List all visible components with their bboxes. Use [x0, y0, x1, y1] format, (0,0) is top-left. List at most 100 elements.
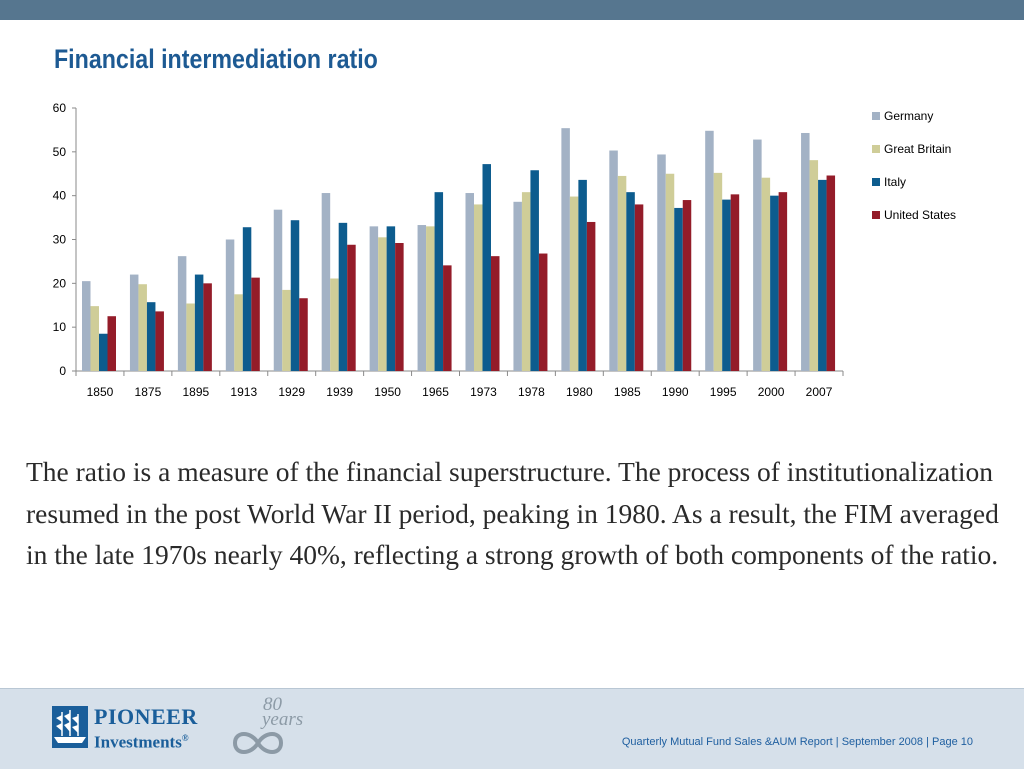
bar-united-states [443, 265, 452, 371]
y-tick-label: 30 [53, 233, 67, 247]
bar-italy [482, 164, 491, 371]
bar-germany [417, 225, 427, 371]
x-tick-label: 1950 [374, 385, 401, 399]
bar-italy [530, 170, 539, 371]
bar-germany [753, 139, 762, 371]
bar-great-britain [665, 173, 675, 371]
x-tick-label: 1875 [135, 385, 162, 399]
bar-great-britain [809, 160, 819, 371]
x-tick-label: 1895 [182, 385, 209, 399]
bar-chart: 0 10 20 30 40 50 60 1850 1875 1895 1913 1929 1939 195… [53, 101, 956, 399]
x-tick-label: 1995 [710, 385, 737, 399]
x-tick-label: 1965 [422, 385, 449, 399]
x-tick-label: 1985 [614, 385, 641, 399]
x-tick-label: 1850 [87, 385, 114, 399]
bar-germany [561, 128, 570, 371]
bar-united-states [682, 200, 692, 371]
bar-united-states [778, 192, 788, 371]
bar-germany [513, 201, 522, 371]
bar-italy [626, 192, 635, 371]
bar-italy [194, 274, 204, 371]
bar-italy [434, 192, 444, 371]
bar-great-britain [138, 284, 147, 371]
x-tick-label: 1939 [326, 385, 353, 399]
bar-germany [369, 226, 379, 371]
bar-great-britain [186, 303, 195, 371]
bar-great-britain [378, 237, 387, 371]
x-tick-label: 1913 [230, 385, 257, 399]
bar-united-states [634, 204, 644, 371]
legend-label: United States [884, 208, 956, 222]
legend-swatch [872, 145, 880, 153]
bar-united-states [826, 175, 836, 371]
bar-italy [578, 179, 587, 371]
logo-subtitle: Investments® [94, 729, 189, 752]
logo-registered-mark: ® [181, 733, 189, 743]
x-tick-label: 1978 [518, 385, 545, 399]
x-tick-label: 2007 [806, 385, 833, 399]
legend-label: Germany [884, 109, 933, 123]
bar-great-britain [234, 294, 243, 371]
bar-italy [99, 333, 108, 371]
bar-italy [146, 302, 156, 371]
bar-italy [818, 179, 827, 371]
y-tick-label: 10 [53, 320, 67, 334]
bar-united-states [538, 253, 548, 371]
logo-sub-text: Investments [94, 732, 182, 752]
bar-great-britain [617, 175, 627, 371]
footer: PIONEER Investments® 80 years Quarterly … [0, 688, 1024, 769]
bar-united-states [155, 311, 164, 371]
y-tick-label: 50 [53, 145, 67, 159]
bar-germany [321, 193, 331, 371]
x-tick-label: 1980 [566, 385, 593, 399]
anniversary-word: years [262, 709, 304, 730]
footer-note: Quarterly Mutual Fund Sales &AUM Report … [621, 736, 973, 748]
bar-italy [242, 227, 252, 371]
body-text: The ratio is a measure of the financial … [26, 456, 999, 570]
bar-united-states [730, 194, 740, 371]
bar-united-states [491, 256, 500, 371]
infinity-loop-icon [232, 732, 284, 754]
bar-italy [290, 220, 300, 371]
bar-germany [465, 193, 474, 371]
y-tick-label: 0 [59, 364, 66, 378]
bar-great-britain [282, 289, 291, 371]
bar-great-britain [713, 172, 723, 371]
legend-swatch [872, 178, 880, 186]
bar-great-britain [474, 204, 483, 371]
legend-swatch [872, 112, 880, 120]
bar-united-states [347, 244, 356, 371]
bar-united-states [251, 277, 260, 371]
y-tick-label: 40 [53, 189, 67, 203]
y-tick-label: 20 [53, 276, 67, 290]
bar-italy [338, 222, 348, 371]
bar-italy [386, 226, 396, 371]
bar-italy [770, 195, 779, 371]
legend-label: Great Britain [884, 142, 951, 156]
x-tick-label: 1973 [470, 385, 497, 399]
anniversary-number: 80 [263, 694, 282, 715]
bar-germany [657, 154, 666, 371]
bar-germany [82, 281, 91, 371]
logo-name: PIONEER [94, 704, 198, 729]
legend-swatch [872, 211, 880, 219]
bar-italy [674, 207, 683, 371]
bar-united-states [107, 316, 116, 371]
slide-title: Financial intermediation ratio [54, 44, 378, 74]
bar-united-states [395, 243, 404, 371]
bar-germany [801, 132, 810, 371]
bar-germany [705, 130, 714, 371]
bar-united-states [586, 221, 596, 371]
bar-great-britain [90, 306, 99, 371]
bar-germany [609, 150, 618, 371]
bar-united-states [203, 283, 212, 371]
bar-germany [225, 239, 235, 371]
x-tick-label: 2000 [758, 385, 785, 399]
bar-great-britain [761, 177, 771, 371]
x-tick-label: 1929 [278, 385, 305, 399]
bar-italy [722, 199, 731, 371]
bar-germany [129, 274, 139, 371]
bar-germany [273, 209, 283, 371]
bar-great-britain [521, 192, 531, 371]
bar-great-britain [330, 278, 339, 371]
